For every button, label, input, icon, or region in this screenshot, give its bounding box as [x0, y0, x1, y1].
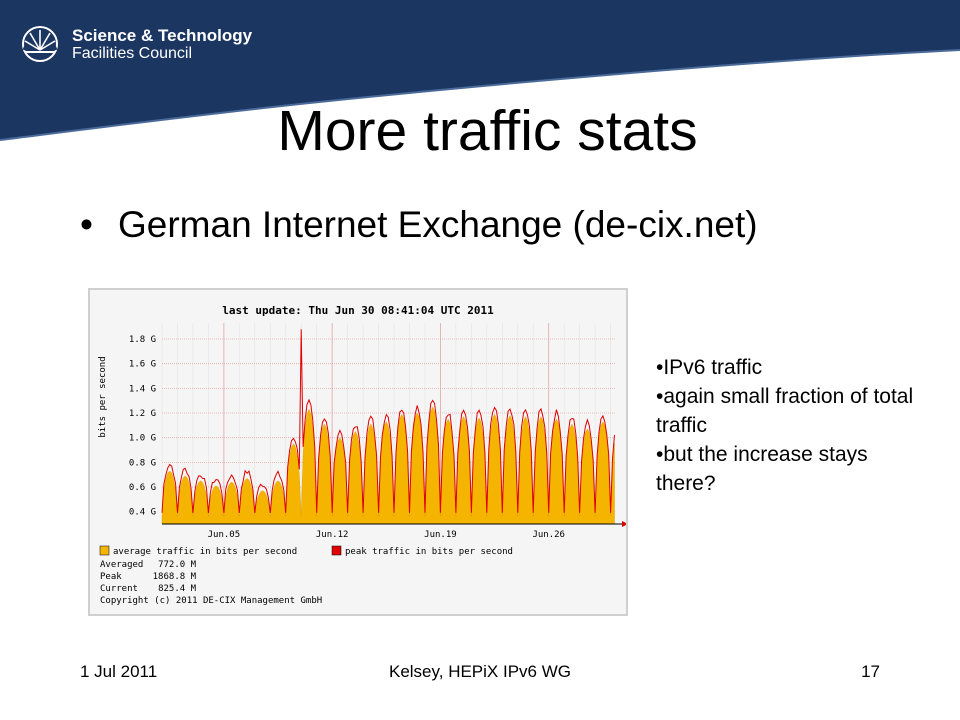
x-tick-label: Jun.26 — [532, 530, 565, 540]
page-title: More traffic stats — [277, 99, 698, 163]
stfc-logo: Science & Technology Facilities Council — [20, 24, 252, 64]
y-axis-ticks: 0.4 G 0.6 G 0.8 G 1.0 G 1.2 G 1.4 G 1.6 G 1.8 G — [129, 335, 156, 518]
y-tick-label: 1.4 G — [129, 384, 156, 394]
side-note-item: •IPv6 traffic — [656, 356, 763, 379]
stat-label-current: Current — [100, 584, 138, 594]
y-tick-label: 0.8 G — [129, 458, 156, 468]
legend-swatch-peak — [331, 545, 342, 556]
stat-value-averaged: 772.0 M — [158, 560, 197, 570]
side-note-item: •again small fraction of total traffic — [656, 385, 914, 437]
x-axis-arrow-icon — [622, 521, 628, 527]
logo-title: Science & Technology — [72, 25, 253, 45]
legend-label-peak: peak traffic in bits per second — [345, 547, 513, 557]
sunburst-logo-icon — [22, 26, 58, 62]
logo-subtitle: Facilities Council — [72, 44, 193, 62]
peak-traffic-line — [161, 329, 615, 513]
footer-center: Kelsey, HEPiX IPv6 WG — [388, 662, 571, 681]
average-traffic-area — [161, 406, 615, 525]
y-axis-label: bits per second — [98, 356, 108, 437]
side-note-item: •but the increase stays there? — [656, 443, 868, 495]
bullet-dot: • — [80, 204, 93, 245]
chart-title: last update: Thu Jun 30 08:41:04 UTC 201… — [222, 304, 494, 317]
x-axis-ticks: Jun.05 Jun.12 Jun.19 Jun.26 — [208, 530, 565, 540]
footer-date: 1 Jul 2011 — [80, 662, 158, 681]
legend-label-average: average traffic in bits per second — [113, 547, 297, 557]
bullet-item: • German Internet Exchange (de-cix.net) — [80, 204, 758, 246]
traffic-chart: last update: Thu Jun 30 08:41:04 UTC 201… — [98, 304, 628, 606]
y-tick-label: 1.2 G — [129, 409, 156, 419]
y-tick-label: 1.8 G — [129, 335, 156, 345]
page-number: 17 — [861, 662, 880, 681]
stat-value-peak: 1868.8 M — [153, 572, 197, 582]
y-tick-label: 0.6 G — [129, 483, 156, 493]
chart-copyright: Copyright (c) 2011 DE-CIX Management Gmb… — [100, 596, 322, 606]
y-tick-label: 0.4 G — [129, 508, 156, 518]
legend-swatch-average — [99, 545, 110, 556]
y-tick-label: 1.6 G — [129, 360, 156, 370]
stat-value-current: 825.4 M — [158, 584, 197, 594]
stat-label-peak: Peak — [100, 572, 122, 582]
side-notes: •IPv6 traffic •again small fraction of t… — [656, 353, 926, 498]
header-banner — [0, 0, 960, 141]
y-tick-label: 1.0 G — [129, 434, 156, 444]
x-tick-label: Jun.12 — [316, 530, 349, 540]
bullet-text: German Internet Exchange (de-cix.net) — [118, 204, 758, 245]
stat-label-averaged: Averaged — [100, 560, 143, 570]
x-tick-label: Jun.19 — [424, 530, 457, 540]
x-tick-label: Jun.05 — [208, 530, 241, 540]
traffic-chart-frame: last update: Thu Jun 30 08:41:04 UTC 201… — [88, 288, 628, 616]
